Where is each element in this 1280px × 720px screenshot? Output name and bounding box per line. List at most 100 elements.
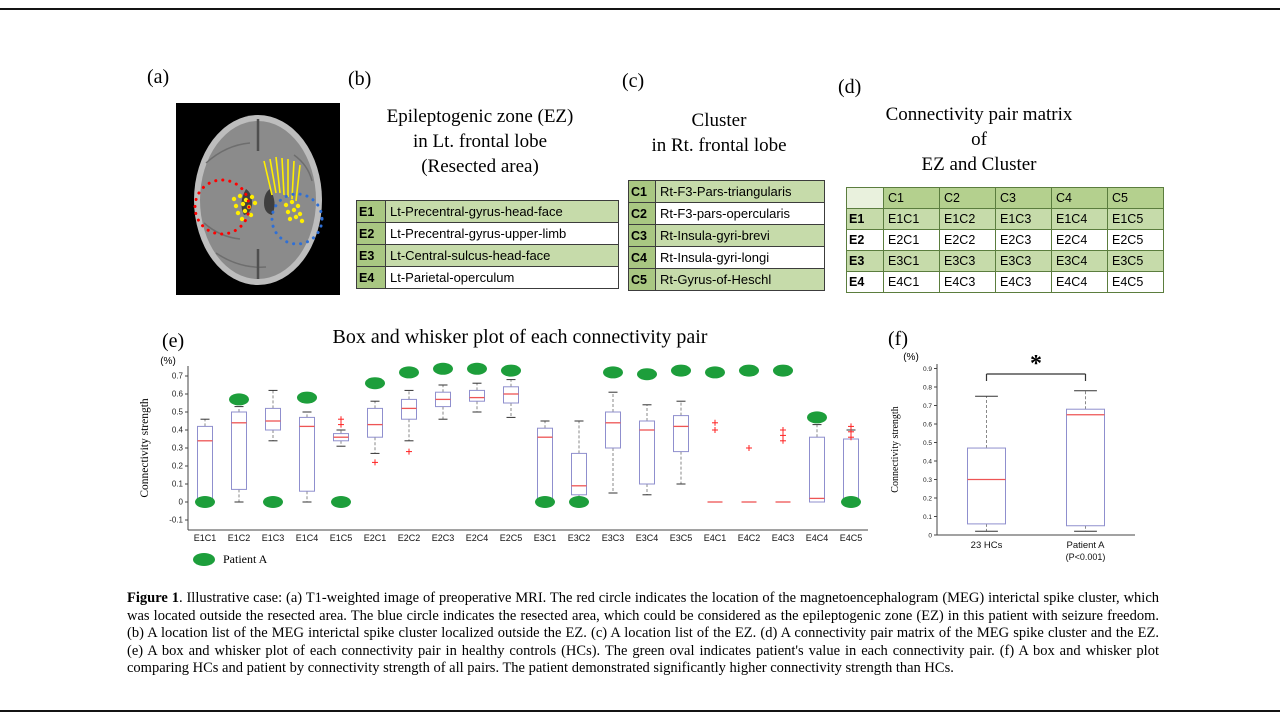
patient-marker: [229, 393, 249, 406]
connectivity-pair-matrix: C1 C2 C3 C4 C5 E1 E1C1 E1C2 E1C3 E1C4 E1C5 E2 E2C1 E2…: [846, 187, 1164, 293]
y-tick-label: 0.8: [923, 385, 932, 392]
patient-marker: [365, 377, 385, 390]
box: [843, 438, 859, 503]
category-label: E1C2: [228, 533, 251, 543]
row-label: E1: [846, 208, 884, 230]
hc-vs-patient-boxplot: 0 0.1 0.2 0.3 0.4 0.5 0.6 0.7 0.8 0.9 23 HCs Patien…: [890, 351, 1135, 562]
matrix-row: E4 E4C1 E4C3 E4C3 E4C4 E4C5: [846, 271, 1164, 293]
row-label: E3: [356, 244, 386, 267]
category-label: E1C1: [194, 533, 217, 543]
table-row: C2 Rt-F3-pars-opercularis: [628, 202, 825, 225]
patient-marker: [433, 362, 453, 375]
panel-d-title: Connectivity pair matrix of EZ and Clust…: [845, 102, 1113, 177]
row-value: Lt-Parietal-operculum: [385, 266, 619, 289]
pair-cell: E1C4: [1051, 208, 1108, 230]
matrix-row: E3 E3C1 E3C3 E3C3 E3C4 E3C5: [846, 250, 1164, 272]
row-label: E4: [846, 271, 884, 293]
meg-spike-dots-right: [283, 199, 305, 224]
box: [299, 416, 315, 492]
box: [469, 389, 485, 402]
pair-cell: E2C4: [1051, 229, 1108, 251]
row-label: C3: [628, 224, 656, 247]
panel-b-title-line: in Lt. frontal lobe: [412, 131, 548, 152]
boxplot-title: Box and whisker plot of each connectivit…: [332, 326, 708, 348]
matrix-row: E1 E1C1 E1C2 E1C3 E1C4 E1C5: [846, 208, 1164, 230]
category-label: E3C5: [670, 533, 693, 543]
category-sublabel: (P<0.001): [1066, 552, 1106, 562]
table-row: E1 Lt-Precentral-gyrus-head-face: [356, 200, 619, 223]
pair-cell: E4C4: [1051, 271, 1108, 293]
category-label: E4C1: [704, 533, 727, 543]
panel-b-title-line: (Resected area): [421, 156, 539, 177]
brain-outline: [200, 121, 316, 279]
ez-location-table: E1 Lt-Precentral-gyrus-head-face E2 Lt-Prec…: [356, 200, 619, 289]
patient-marker: [807, 411, 827, 424]
patient-marker: [739, 364, 759, 377]
panel-d-title-line: of: [971, 129, 987, 150]
top-rule: [0, 8, 1280, 10]
col-header: C1: [883, 187, 940, 209]
row-value: Lt-Precentral-gyrus-head-face: [385, 200, 619, 223]
category-label: E1C4: [296, 533, 319, 543]
y-axis-label: Connectivity strength: [139, 398, 151, 498]
sulcus-line: [205, 142, 251, 164]
col-header: C4: [1051, 187, 1108, 209]
patient-marker: [263, 496, 283, 508]
category-label: E2C2: [398, 533, 421, 543]
row-value: Rt-F3-Pars-triangularis: [655, 180, 825, 203]
pair-cell: E3C1: [883, 250, 940, 272]
figure-caption: Figure 1. Illustrative case: (a) T1-weig…: [127, 590, 1159, 678]
category-label: E3C1: [534, 533, 557, 543]
pair-cell: E1C5: [1107, 208, 1164, 230]
patient-marker: [603, 366, 623, 379]
panel-d-label: (d): [838, 76, 862, 98]
category-label: 23 HCs: [971, 540, 1003, 551]
category-label: E2C1: [364, 533, 387, 543]
y-tick-label: 0.6: [172, 390, 184, 399]
y-tick-label: 0.3: [172, 444, 184, 453]
y-tick-label: 0: [928, 533, 932, 540]
patient-marker: [297, 391, 317, 404]
meg-spike-lines: [263, 156, 301, 202]
pair-cell: E4C5: [1107, 271, 1164, 293]
y-axis-label: Connectivity strength: [890, 406, 901, 492]
mri-brain-image: [176, 103, 340, 295]
corner-cell: [846, 187, 884, 209]
row-label: E2: [356, 222, 386, 245]
row-value: Lt-Central-sulcus-head-face: [385, 244, 619, 267]
patient-marker: [535, 496, 555, 508]
box: [265, 407, 281, 431]
y-tick-label: 0.4: [923, 459, 932, 466]
y-tick-label: 0.6: [923, 422, 932, 429]
box: [673, 415, 689, 453]
category-label: E1C3: [262, 533, 285, 543]
y-tick-label: 0.9: [923, 366, 932, 373]
patient-legend-label: Patient A: [223, 552, 268, 566]
table-row: E4 Lt-Parietal-operculum: [356, 266, 619, 289]
panel-a-label: (a): [147, 66, 170, 88]
y-tick-label: 0.5: [923, 440, 932, 447]
matrix-header-row: C1 C2 C3 C4 C5: [846, 187, 1164, 209]
category-label: E1C5: [330, 533, 353, 543]
pair-cell: E2C3: [995, 229, 1052, 251]
patient-marker: [195, 496, 215, 508]
table-row: C1 Rt-F3-Pars-triangularis: [628, 180, 825, 203]
category-label: E3C4: [636, 533, 659, 543]
row-label: C1: [628, 180, 656, 203]
y-tick-label: 0: [179, 498, 184, 507]
box: [571, 452, 587, 496]
col-header: C5: [1107, 187, 1164, 209]
category-label: E4C4: [806, 533, 829, 543]
panel-d-title-line: Connectivity pair matrix: [885, 104, 1073, 125]
pair-cell: E1C3: [995, 208, 1052, 230]
panel-c-title-line: in Rt. frontal lobe: [651, 135, 787, 156]
pair-cell: E2C5: [1107, 229, 1164, 251]
resected-area-circle: [270, 192, 324, 246]
pair-cell: E3C5: [1107, 250, 1164, 272]
panel-b-title: Epileptogenic zone (EZ) in Lt. frontal l…: [352, 104, 608, 179]
figure-caption-label: Figure 1: [127, 590, 179, 606]
sulcus-line: [215, 252, 267, 268]
col-header: C2: [939, 187, 996, 209]
y-unit-label: (%): [903, 352, 919, 363]
row-label: E3: [846, 250, 884, 272]
